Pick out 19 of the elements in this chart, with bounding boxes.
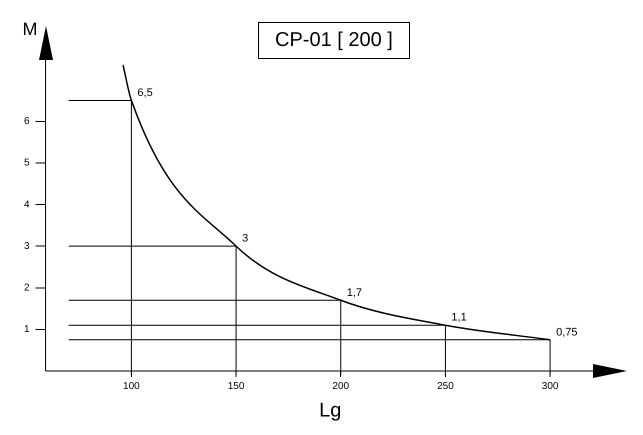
y-tick-label: 1 [24, 324, 30, 336]
y-tick-label: 5 [24, 158, 30, 169]
y-axis-title: M [22, 18, 38, 39]
x-tick-label: 200 [332, 380, 350, 392]
y-tick-label: 2 [24, 282, 30, 294]
x-tick-label: 250 [437, 380, 454, 392]
x-tick-label: 150 [228, 380, 245, 392]
data-label: 1,1 [451, 312, 467, 324]
x-tick-label: 100 [123, 380, 140, 392]
y-tick-label: 6 [24, 116, 30, 127]
chart-title: CP-01 [ 200 ] [258, 22, 410, 59]
data-label: 0,75 [556, 326, 578, 338]
data-label: 1,7 [346, 286, 362, 299]
y-tick-label: 3 [24, 240, 30, 252]
data-label: 6,5 [137, 86, 153, 99]
x-tick-label: 300 [542, 380, 559, 392]
x-axis-title: Lg [319, 400, 342, 422]
data-label: 3 [242, 232, 248, 245]
y-tick-label: 4 [24, 199, 30, 210]
